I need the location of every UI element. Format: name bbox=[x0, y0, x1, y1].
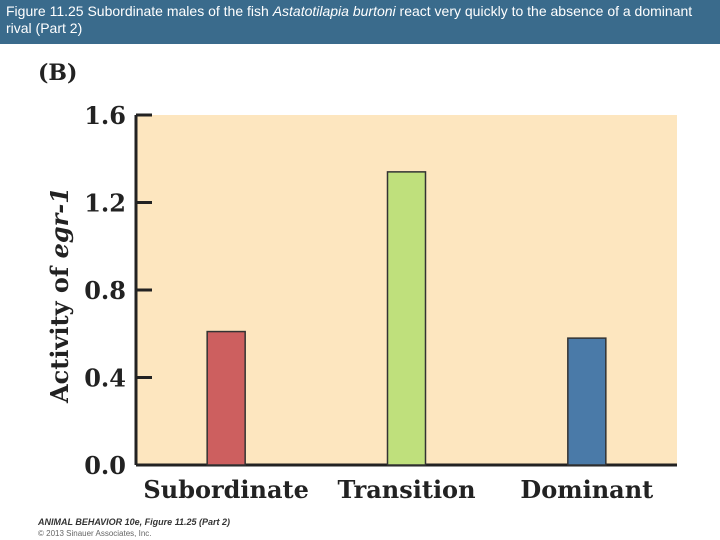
figure-caption: Figure 11.25 Subordinate males of the fi… bbox=[0, 0, 720, 44]
x-category-label: Subordinate bbox=[143, 475, 308, 504]
panel-label: (B) bbox=[38, 60, 78, 86]
y-axis-title: Activity of egr-1 bbox=[45, 187, 74, 404]
y-axis-title-prefix: Activity of bbox=[45, 258, 74, 404]
y-tick-label: 0.8 bbox=[84, 276, 126, 305]
y-tick-label: 0.4 bbox=[84, 364, 126, 393]
credit-source: ANIMAL BEHAVIOR 10e, Figure 11.25 (Part … bbox=[38, 517, 231, 527]
y-tick-label: 0.0 bbox=[84, 451, 126, 480]
x-category-label: Transition bbox=[337, 475, 475, 504]
caption-prefix: Figure 11.25 Subordinate males of the fi… bbox=[6, 3, 273, 19]
bar-transition bbox=[386, 171, 427, 466]
x-category-label: Dominant bbox=[520, 475, 653, 504]
caption-species: Astatotilapia burtoni bbox=[272, 3, 396, 19]
bar-dominant bbox=[567, 337, 607, 466]
bar-subordinate bbox=[206, 330, 246, 466]
caption-suffix: react very quickly to the absence of a d… bbox=[6, 3, 693, 36]
credit-copyright: © 2013 Sinauer Associates, Inc. bbox=[38, 529, 152, 538]
y-tick-label: 1.6 bbox=[84, 101, 126, 130]
y-tick-label: 1.2 bbox=[84, 189, 126, 218]
y-axis-title-gene: egr-1 bbox=[45, 187, 74, 258]
